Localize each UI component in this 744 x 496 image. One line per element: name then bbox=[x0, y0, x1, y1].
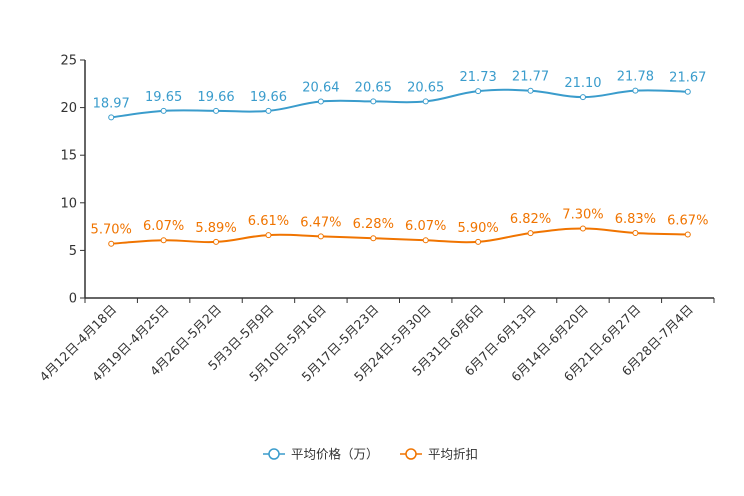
data-point[interactable] bbox=[475, 238, 482, 245]
data-label: 20.65 bbox=[355, 80, 392, 95]
y-tick-label: 15 bbox=[60, 149, 77, 164]
data-label: 19.66 bbox=[197, 90, 234, 105]
data-point[interactable] bbox=[527, 87, 534, 94]
y-tick-label: 0 bbox=[69, 292, 77, 307]
data-point[interactable] bbox=[579, 94, 586, 101]
data-label: 21.77 bbox=[512, 70, 549, 85]
data-label: 21.78 bbox=[617, 70, 654, 85]
data-label: 20.64 bbox=[302, 81, 339, 96]
data-point[interactable] bbox=[370, 98, 377, 105]
legend: 平均价格（万） 平均折扣 bbox=[263, 447, 478, 462]
legend-marker-icon bbox=[268, 448, 280, 460]
data-point[interactable] bbox=[108, 240, 115, 247]
data-point[interactable] bbox=[317, 98, 324, 105]
y-tick-label: 5 bbox=[69, 244, 77, 259]
legend-item-2[interactable]: 平均折扣 bbox=[400, 447, 478, 462]
data-point[interactable] bbox=[213, 107, 220, 114]
data-label: 21.67 bbox=[669, 71, 706, 86]
data-label: 21.73 bbox=[460, 70, 497, 85]
data-label: 6.07% bbox=[405, 219, 446, 234]
data-point[interactable] bbox=[684, 88, 691, 95]
data-label: 5.89% bbox=[195, 221, 236, 236]
data-point[interactable] bbox=[475, 88, 482, 95]
data-point[interactable] bbox=[370, 235, 377, 242]
data-label: 21.10 bbox=[564, 76, 601, 91]
data-label: 6.07% bbox=[143, 219, 184, 234]
data-label: 20.65 bbox=[407, 80, 444, 95]
series-line bbox=[111, 227, 688, 245]
data-label: 5.90% bbox=[457, 221, 498, 236]
data-point[interactable] bbox=[632, 229, 639, 236]
data-label: 6.47% bbox=[300, 215, 341, 230]
data-label: 7.30% bbox=[562, 208, 603, 223]
data-label: 6.28% bbox=[353, 217, 394, 232]
data-point[interactable] bbox=[527, 230, 534, 237]
data-label: 6.67% bbox=[667, 214, 708, 229]
data-label: 5.70% bbox=[91, 223, 132, 238]
data-point[interactable] bbox=[684, 231, 691, 238]
data-point[interactable] bbox=[213, 238, 220, 245]
data-label: 6.83% bbox=[615, 212, 656, 227]
data-label: 18.97 bbox=[93, 96, 130, 111]
data-point[interactable] bbox=[422, 237, 429, 244]
data-label: 19.66 bbox=[250, 90, 287, 105]
data-label: 6.82% bbox=[510, 212, 551, 227]
legend-label: 平均价格（万） bbox=[291, 447, 379, 462]
y-tick-label: 20 bbox=[60, 101, 77, 116]
data-point[interactable] bbox=[265, 107, 272, 114]
series-layer: 18.97 19.65 19.66 19.66 20.64 20.65 20.65 21.73… bbox=[91, 70, 708, 247]
data-label: 19.65 bbox=[145, 90, 182, 105]
series-2: 5.70% 6.07% 5.89% 6.61% 6.47% 6.28% 6.07% 5.90%… bbox=[91, 208, 708, 247]
data-point[interactable] bbox=[632, 87, 639, 94]
data-point[interactable] bbox=[160, 237, 167, 244]
y-tick-label: 10 bbox=[60, 196, 77, 211]
legend-label: 平均折扣 bbox=[428, 447, 478, 462]
legend-marker-icon bbox=[405, 448, 417, 460]
data-label: 6.61% bbox=[248, 214, 289, 229]
data-point[interactable] bbox=[160, 107, 167, 114]
data-point[interactable] bbox=[579, 225, 586, 232]
legend-item-1[interactable]: 平均价格（万） bbox=[263, 447, 379, 462]
series-1: 18.97 19.65 19.66 19.66 20.64 20.65 20.65 21.73… bbox=[93, 70, 706, 121]
data-point[interactable] bbox=[108, 114, 115, 121]
y-tick-label: 25 bbox=[60, 54, 77, 69]
series-line bbox=[111, 88, 688, 119]
data-point[interactable] bbox=[317, 233, 324, 240]
data-point[interactable] bbox=[422, 98, 429, 105]
data-point[interactable] bbox=[265, 232, 272, 239]
